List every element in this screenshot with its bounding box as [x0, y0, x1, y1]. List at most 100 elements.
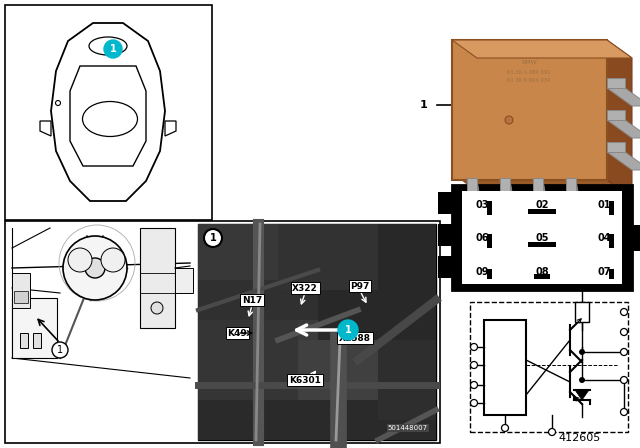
- Bar: [528, 242, 556, 247]
- Polygon shape: [607, 40, 632, 198]
- Polygon shape: [533, 180, 546, 198]
- Text: N17: N17: [242, 296, 262, 305]
- Circle shape: [579, 349, 585, 355]
- Bar: [438, 224, 453, 246]
- Bar: [198, 224, 436, 440]
- Bar: [528, 209, 556, 214]
- Circle shape: [52, 342, 68, 358]
- Polygon shape: [607, 152, 640, 170]
- Bar: [452, 40, 607, 180]
- Polygon shape: [500, 180, 513, 198]
- Bar: [631, 225, 640, 251]
- Circle shape: [470, 344, 477, 350]
- Bar: [609, 234, 614, 248]
- Bar: [470, 302, 628, 432]
- Circle shape: [470, 362, 477, 369]
- Text: 06: 06: [476, 233, 489, 243]
- Text: X322: X322: [292, 284, 318, 293]
- Bar: [5, 221, 440, 443]
- Text: 03: 03: [476, 200, 489, 210]
- Bar: [198, 224, 318, 320]
- Text: 05: 05: [535, 233, 548, 243]
- Circle shape: [56, 100, 61, 105]
- Circle shape: [101, 248, 125, 272]
- Text: 1: 1: [210, 233, 216, 243]
- Bar: [452, 185, 632, 290]
- Text: P97: P97: [350, 281, 370, 290]
- Text: 04: 04: [597, 233, 611, 243]
- Text: 61 36 6 904 034: 61 36 6 904 034: [508, 78, 550, 82]
- Text: 08: 08: [535, 267, 549, 277]
- Circle shape: [502, 425, 509, 431]
- Circle shape: [204, 229, 222, 247]
- Text: 1: 1: [420, 100, 428, 110]
- Bar: [609, 269, 614, 279]
- Polygon shape: [566, 180, 579, 198]
- Circle shape: [68, 248, 92, 272]
- Circle shape: [548, 428, 556, 435]
- Bar: [575, 302, 589, 322]
- Bar: [500, 178, 510, 198]
- Bar: [487, 269, 492, 279]
- Circle shape: [63, 236, 127, 300]
- Circle shape: [338, 320, 358, 340]
- Bar: [5, 5, 212, 220]
- Circle shape: [621, 328, 627, 336]
- Bar: [20, 333, 28, 348]
- Text: 07: 07: [597, 267, 611, 277]
- Circle shape: [85, 258, 105, 278]
- Bar: [533, 178, 543, 198]
- Bar: [487, 234, 492, 248]
- Bar: [462, 191, 622, 284]
- Circle shape: [621, 349, 627, 356]
- Bar: [12, 273, 30, 308]
- Circle shape: [470, 382, 477, 388]
- Bar: [175, 268, 193, 293]
- Circle shape: [579, 377, 585, 383]
- Text: 412605: 412605: [559, 433, 601, 443]
- Polygon shape: [467, 180, 480, 198]
- Polygon shape: [462, 180, 632, 198]
- Polygon shape: [607, 120, 640, 138]
- Circle shape: [621, 376, 627, 383]
- Bar: [198, 224, 278, 280]
- Bar: [378, 340, 436, 420]
- Bar: [140, 228, 175, 328]
- Circle shape: [151, 302, 163, 314]
- Bar: [609, 201, 614, 215]
- Bar: [12, 298, 57, 358]
- Text: 1: 1: [57, 345, 63, 355]
- Text: K49: K49: [227, 328, 247, 337]
- Text: 02: 02: [535, 200, 548, 210]
- Text: X1588: X1588: [339, 333, 371, 343]
- Bar: [318, 224, 436, 340]
- Bar: [198, 320, 298, 400]
- Text: 1: 1: [344, 325, 351, 335]
- Text: K6301: K6301: [289, 375, 321, 384]
- Text: 501448007: 501448007: [388, 425, 428, 431]
- Bar: [534, 274, 550, 279]
- Bar: [467, 178, 477, 198]
- Bar: [198, 400, 436, 440]
- Polygon shape: [575, 390, 589, 400]
- Bar: [278, 224, 378, 290]
- Bar: [607, 110, 625, 120]
- Text: 09: 09: [476, 267, 489, 277]
- Polygon shape: [607, 88, 640, 106]
- Circle shape: [621, 309, 627, 315]
- Text: 01: 01: [597, 200, 611, 210]
- Bar: [14, 291, 28, 303]
- Text: BMW: BMW: [521, 60, 537, 65]
- Bar: [298, 340, 378, 400]
- Bar: [487, 201, 492, 215]
- Circle shape: [505, 116, 513, 124]
- Circle shape: [621, 409, 627, 415]
- Circle shape: [470, 400, 477, 406]
- Bar: [33, 333, 41, 348]
- Bar: [566, 178, 576, 198]
- Bar: [438, 192, 453, 214]
- Polygon shape: [452, 40, 632, 58]
- Text: 1: 1: [109, 44, 116, 54]
- Bar: [484, 320, 526, 415]
- Bar: [438, 256, 453, 278]
